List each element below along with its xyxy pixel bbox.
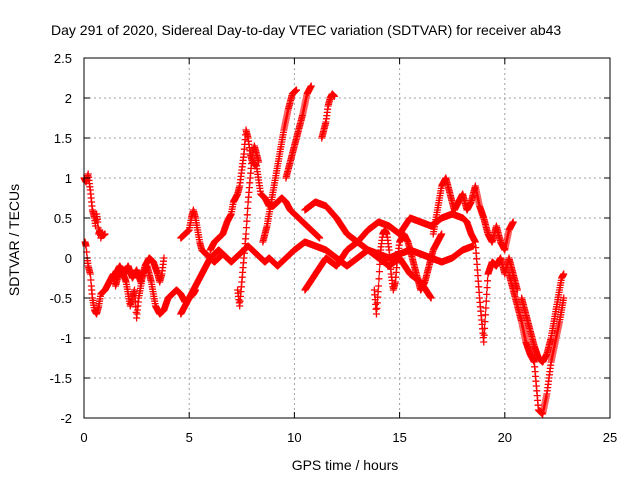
y-tick-label: 0.5	[54, 211, 72, 226]
chart-title: Day 291 of 2020, Sidereal Day-to-day VTE…	[51, 22, 561, 38]
data-point-interp	[244, 204, 252, 212]
y-axis-label: SDTVAR / TECUs	[6, 184, 22, 296]
data-point-interp	[483, 284, 491, 292]
data-point-interp	[375, 268, 383, 276]
y-tick-label: 0	[65, 251, 72, 266]
data-point	[316, 234, 324, 242]
data-point-interp	[242, 224, 250, 232]
data-point-interp	[243, 217, 251, 225]
data-point-interp	[87, 276, 95, 284]
data-point-interp	[481, 318, 489, 326]
y-tick-label: -2	[60, 411, 72, 426]
data-point-interp	[482, 304, 490, 312]
data-point	[101, 230, 109, 238]
data-point-interp	[480, 331, 488, 339]
x-tick-label: 20	[498, 430, 512, 445]
axis-ticks	[83, 57, 611, 419]
data-point	[375, 282, 383, 290]
x-tick-label: 5	[186, 430, 193, 445]
y-tick-label: 1	[65, 171, 72, 186]
data-point	[307, 82, 315, 90]
y-tick-label: -0.5	[50, 291, 72, 306]
data-point-interp	[484, 277, 492, 285]
data-point	[293, 86, 301, 94]
x-tick-label: 25	[603, 430, 617, 445]
y-tick-label: 1.5	[54, 131, 72, 146]
x-tick-label: 15	[392, 430, 406, 445]
data-point-interp	[376, 253, 384, 261]
data-point-interp	[482, 297, 490, 305]
grid-lines	[84, 58, 610, 418]
data-point	[427, 294, 435, 302]
data-point	[438, 230, 446, 238]
data-point-interp	[483, 290, 491, 298]
data-point	[160, 254, 168, 262]
x-tick-label: 0	[80, 430, 87, 445]
y-tick-label: -1	[60, 331, 72, 346]
data-point	[480, 338, 488, 346]
data-point-interp	[481, 311, 489, 319]
data-point-interp	[375, 275, 383, 283]
data-point	[255, 158, 263, 166]
data-markers	[80, 82, 568, 418]
data-point	[86, 270, 94, 278]
data-point-interp	[376, 260, 384, 268]
y-tick-label: -1.5	[50, 371, 72, 386]
data-point	[560, 270, 568, 278]
data-point	[94, 218, 102, 226]
y-tick-label: 2.5	[54, 51, 72, 66]
data-point	[330, 92, 338, 100]
data-point	[509, 218, 517, 226]
x-axis-label: GPS time / hours	[292, 457, 399, 473]
x-tick-label: 10	[287, 430, 301, 445]
data-point	[242, 230, 250, 238]
y-tick-label: 2	[65, 91, 72, 106]
data-point-interp	[481, 324, 489, 332]
plot-frame	[83, 57, 611, 419]
tick-labels: 0 5 10 15 20 25 -2 -1.5 -1 -0.5 0 0.5 1 1.5 2 2.5	[50, 51, 618, 445]
data-point	[560, 294, 568, 302]
data-point-interp	[243, 211, 251, 219]
